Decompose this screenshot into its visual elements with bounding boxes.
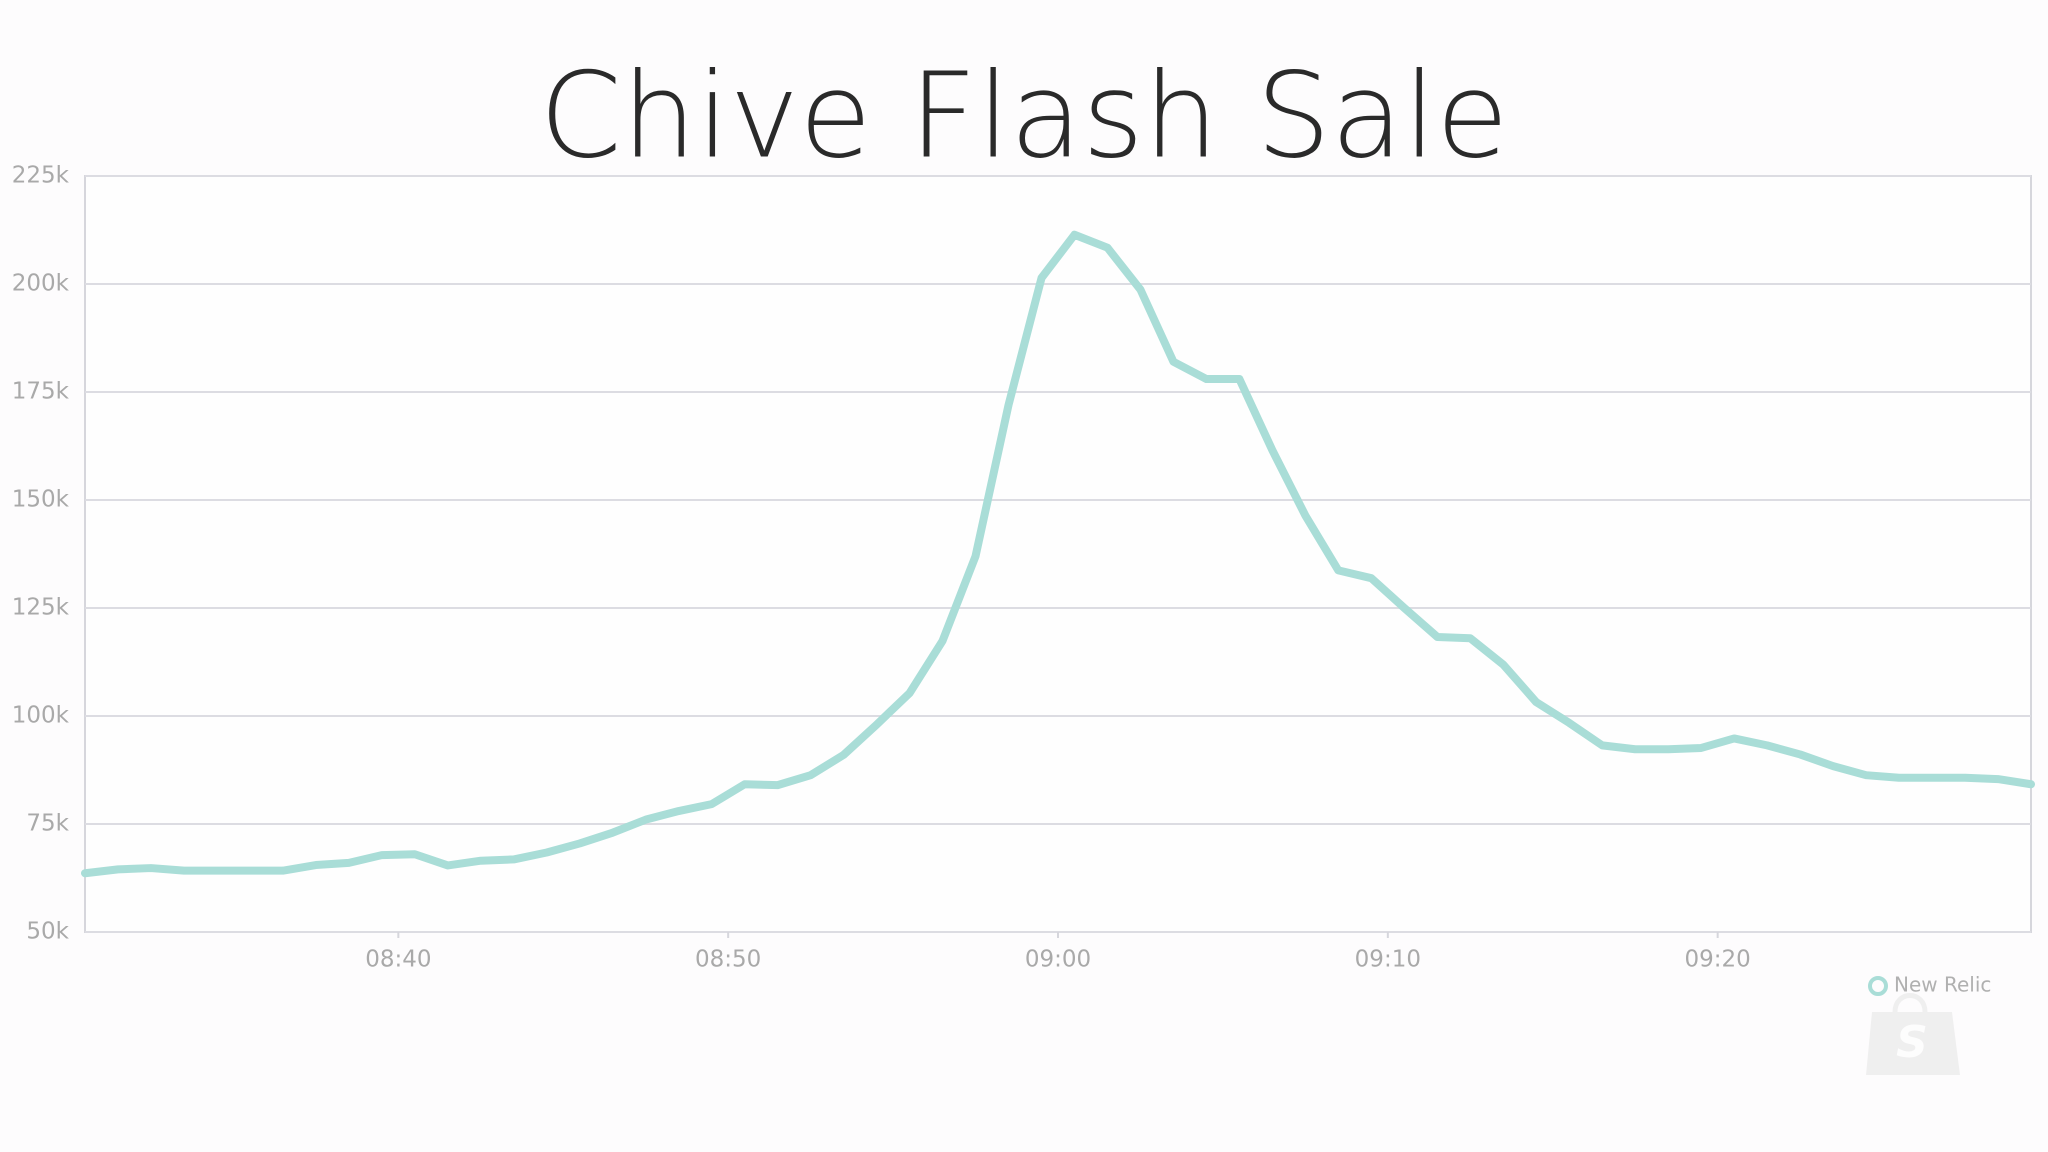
x-tick-label: 08:50: [695, 947, 761, 973]
chart-title: Chive Flash Sale: [539, 46, 1508, 184]
svg-text:S: S: [1896, 1017, 1928, 1068]
y-tick-label: 50k: [26, 919, 69, 945]
legend-label: New Relic: [1894, 973, 1991, 997]
y-tick-label: 200k: [12, 271, 70, 297]
x-tick-label: 09:00: [1025, 947, 1091, 973]
y-tick-label: 150k: [12, 487, 70, 513]
x-tick-label: 08:40: [365, 947, 431, 973]
x-tick-label: 09:10: [1355, 947, 1421, 973]
line-series: [81, 230, 2035, 878]
y-tick-label: 225k: [12, 163, 70, 189]
y-tick-label: 100k: [12, 703, 70, 729]
shopify-logo: S: [1866, 993, 1960, 1075]
plot-area: [84, 175, 2032, 933]
y-tick-label: 125k: [12, 595, 70, 621]
y-tick-label: 175k: [12, 379, 70, 405]
x-tick-label: 09:20: [1685, 947, 1751, 973]
y-tick-label: 75k: [26, 811, 69, 837]
legend-swatch: [1868, 976, 1888, 996]
